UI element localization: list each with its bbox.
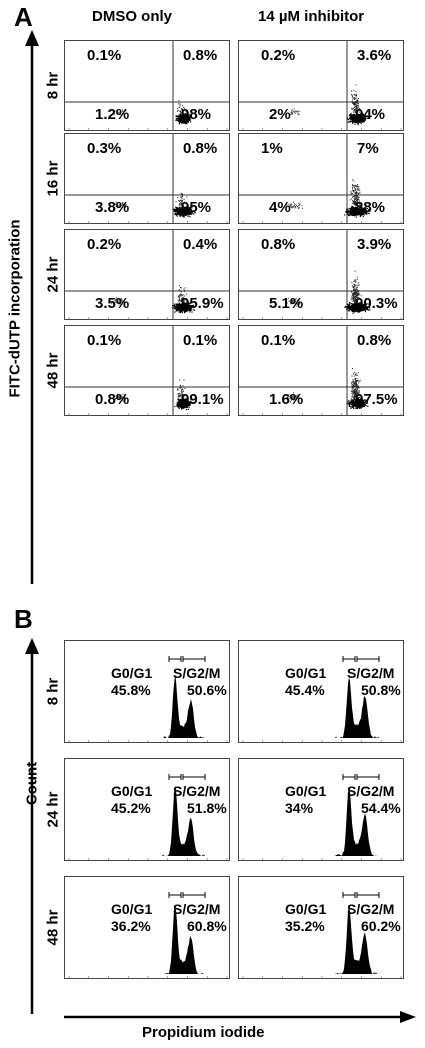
panel-a-y-arrow (25, 30, 39, 584)
quadrant-ul-percent: 0.1% (87, 47, 122, 64)
panel-a-y-axis-label: FITC-dUTP incorporation (6, 219, 24, 398)
gate-sg2m-percent: 50.6% (187, 682, 227, 698)
dotplot-inhibitor-24-hr: 1010101010101010100.8%3.9%5.1%90.3% (238, 229, 404, 320)
quadrant-ll-percent: 3.5% (95, 295, 130, 312)
gate-g0g1-label: G0/G1 45.2% (111, 783, 152, 817)
dotplot-inhibitor-16-hr: 1010101010101010101%7%4%88% (238, 133, 404, 224)
quadrant-ul-percent: 0.3% (87, 140, 122, 157)
gate-sg2m-label: S/G2/M 60.8% (173, 901, 227, 935)
dotplot-dmso-48-hr: 1010101010101010100.1%0.1%0.8%99.1% (64, 325, 230, 416)
gate-g0g1-name: G0/G1 (111, 665, 153, 681)
quadrant-lr-percent: 95.9% (181, 295, 224, 312)
row-label-48-hr: 48 hr (44, 352, 62, 388)
quadrant-ll-percent: 3.8% (95, 199, 130, 216)
quadrant-ul-percent: 0.1% (261, 332, 296, 349)
panel-b-x-axis-label: Propidium iodide (142, 1024, 265, 1041)
quadrant-lr-percent: 97.5% (355, 391, 398, 408)
gate-g0g1-percent: 34% (285, 800, 314, 816)
gate-sg2m-percent: 50.8% (361, 682, 401, 698)
panel-b-y-arrow (25, 638, 39, 1014)
gate-sg2m-label: S/G2/M 54.4% (347, 783, 401, 817)
gate-sg2m-label: S/G2/M 50.6% (173, 665, 227, 699)
quadrant-ur-percent: 0.8% (183, 140, 218, 157)
gate-sg2m-label: S/G2/M 51.8% (173, 783, 227, 817)
gate-g0g1-name: G0/G1 (285, 665, 327, 681)
quadrant-ur-percent: 3.9% (357, 236, 392, 253)
gate-sg2m-name: S/G2/M (347, 783, 395, 799)
panel-b-y-axis-label: Count (23, 761, 41, 806)
quadrant-lr-percent: 90.3% (355, 295, 398, 312)
gate-sg2m-percent: 60.2% (361, 918, 401, 934)
gate-g0g1-label: G0/G1 45.8% (111, 665, 152, 699)
quadrant-ur-percent: 0.8% (357, 332, 392, 349)
gate-sg2m-label: S/G2/M 50.8% (347, 665, 401, 699)
gate-g0g1-percent: 45.4% (285, 682, 325, 698)
gate-g0g1-label: G0/G1 45.4% (285, 665, 326, 699)
gate-sg2m-name: S/G2/M (173, 783, 221, 799)
row-label-16-hr: 16 hr (44, 160, 62, 196)
gate-g0g1-percent: 45.8% (111, 682, 151, 698)
quadrant-ll-percent: 1.6% (269, 391, 304, 408)
quadrant-lr-percent: 99.1% (181, 391, 224, 408)
quadrant-ll-percent: 5.1% (269, 295, 304, 312)
column-header-dmso: DMSO only (92, 8, 173, 25)
dotplot-dmso-16-hr: 1010101010101010100.3%0.8%3.8%95% (64, 133, 230, 224)
dotplot-inhibitor-8-hr: 1010101010101010100.2%3.6%2%94% (238, 40, 404, 131)
gate-sg2m-label: S/G2/M 60.2% (347, 901, 401, 935)
quadrant-ll-percent: 1.2% (95, 106, 130, 123)
quadrant-ul-percent: 0.2% (87, 236, 122, 253)
panel-b-letter: B (14, 604, 33, 634)
row-label-8-hr: 8 hr (44, 71, 62, 99)
gate-g0g1-percent: 45.2% (111, 800, 151, 816)
gate-g0g1-name: G0/G1 (285, 901, 327, 917)
panel-b-x-arrow (64, 1011, 416, 1023)
gate-sg2m-name: S/G2/M (173, 901, 221, 917)
quadrant-ur-percent: 3.6% (357, 47, 392, 64)
gate-g0g1-name: G0/G1 (285, 783, 327, 799)
gate-sg2m-percent: 54.4% (361, 800, 401, 816)
quadrant-ul-percent: 1% (261, 140, 283, 157)
gate-sg2m-percent: 60.8% (187, 918, 227, 934)
gate-g0g1-name: G0/G1 (111, 901, 153, 917)
quadrant-ll-percent: 0.8% (95, 391, 130, 408)
gate-g0g1-label: G0/G1 34% (285, 783, 326, 817)
histogram-row-label-8-hr: 8 hr (44, 677, 62, 705)
quadrant-ul-percent: 0.8% (261, 236, 296, 253)
dotplot-dmso-8-hr: 1010101010101010100.1%0.8%1.2%98% (64, 40, 230, 131)
panel-a-letter: A (14, 2, 33, 32)
histogram-row-label-24-hr: 24 hr (44, 791, 62, 827)
gate-g0g1-label: G0/G1 35.2% (285, 901, 326, 935)
quadrant-ur-percent: 0.1% (183, 332, 218, 349)
quadrant-ur-percent: 0.4% (183, 236, 218, 253)
gate-sg2m-percent: 51.8% (187, 800, 227, 816)
quadrant-ur-percent: 7% (357, 140, 379, 157)
histogram-row-label-48-hr: 48 hr (44, 909, 62, 945)
column-header-inhibitor: 14 µM inhibitor (258, 8, 365, 25)
quadrant-ll-percent: 2% (269, 106, 291, 123)
quadrant-ul-percent: 0.2% (261, 47, 296, 64)
gate-g0g1-label: G0/G1 36.2% (111, 901, 152, 935)
gate-sg2m-name: S/G2/M (347, 901, 395, 917)
dotplot-dmso-24-hr: 1010101010101010100.2%0.4%3.5%95.9% (64, 229, 230, 320)
gate-g0g1-name: G0/G1 (111, 783, 153, 799)
quadrant-lr-percent: 94% (355, 106, 386, 123)
gate-sg2m-name: S/G2/M (173, 665, 221, 681)
dotplot-inhibitor-48-hr: 1010101010101010100.1%0.8%1.6%97.5% (238, 325, 404, 416)
quadrant-lr-percent: 98% (181, 106, 212, 123)
gate-g0g1-percent: 36.2% (111, 918, 151, 934)
gate-sg2m-name: S/G2/M (347, 665, 395, 681)
row-label-24-hr: 24 hr (44, 256, 62, 292)
quadrant-ur-percent: 0.8% (183, 47, 218, 64)
quadrant-ul-percent: 0.1% (87, 332, 122, 349)
quadrant-ll-percent: 4% (269, 199, 291, 216)
quadrant-lr-percent: 88% (355, 199, 386, 216)
quadrant-lr-percent: 95% (181, 199, 212, 216)
gate-g0g1-percent: 35.2% (285, 918, 325, 934)
